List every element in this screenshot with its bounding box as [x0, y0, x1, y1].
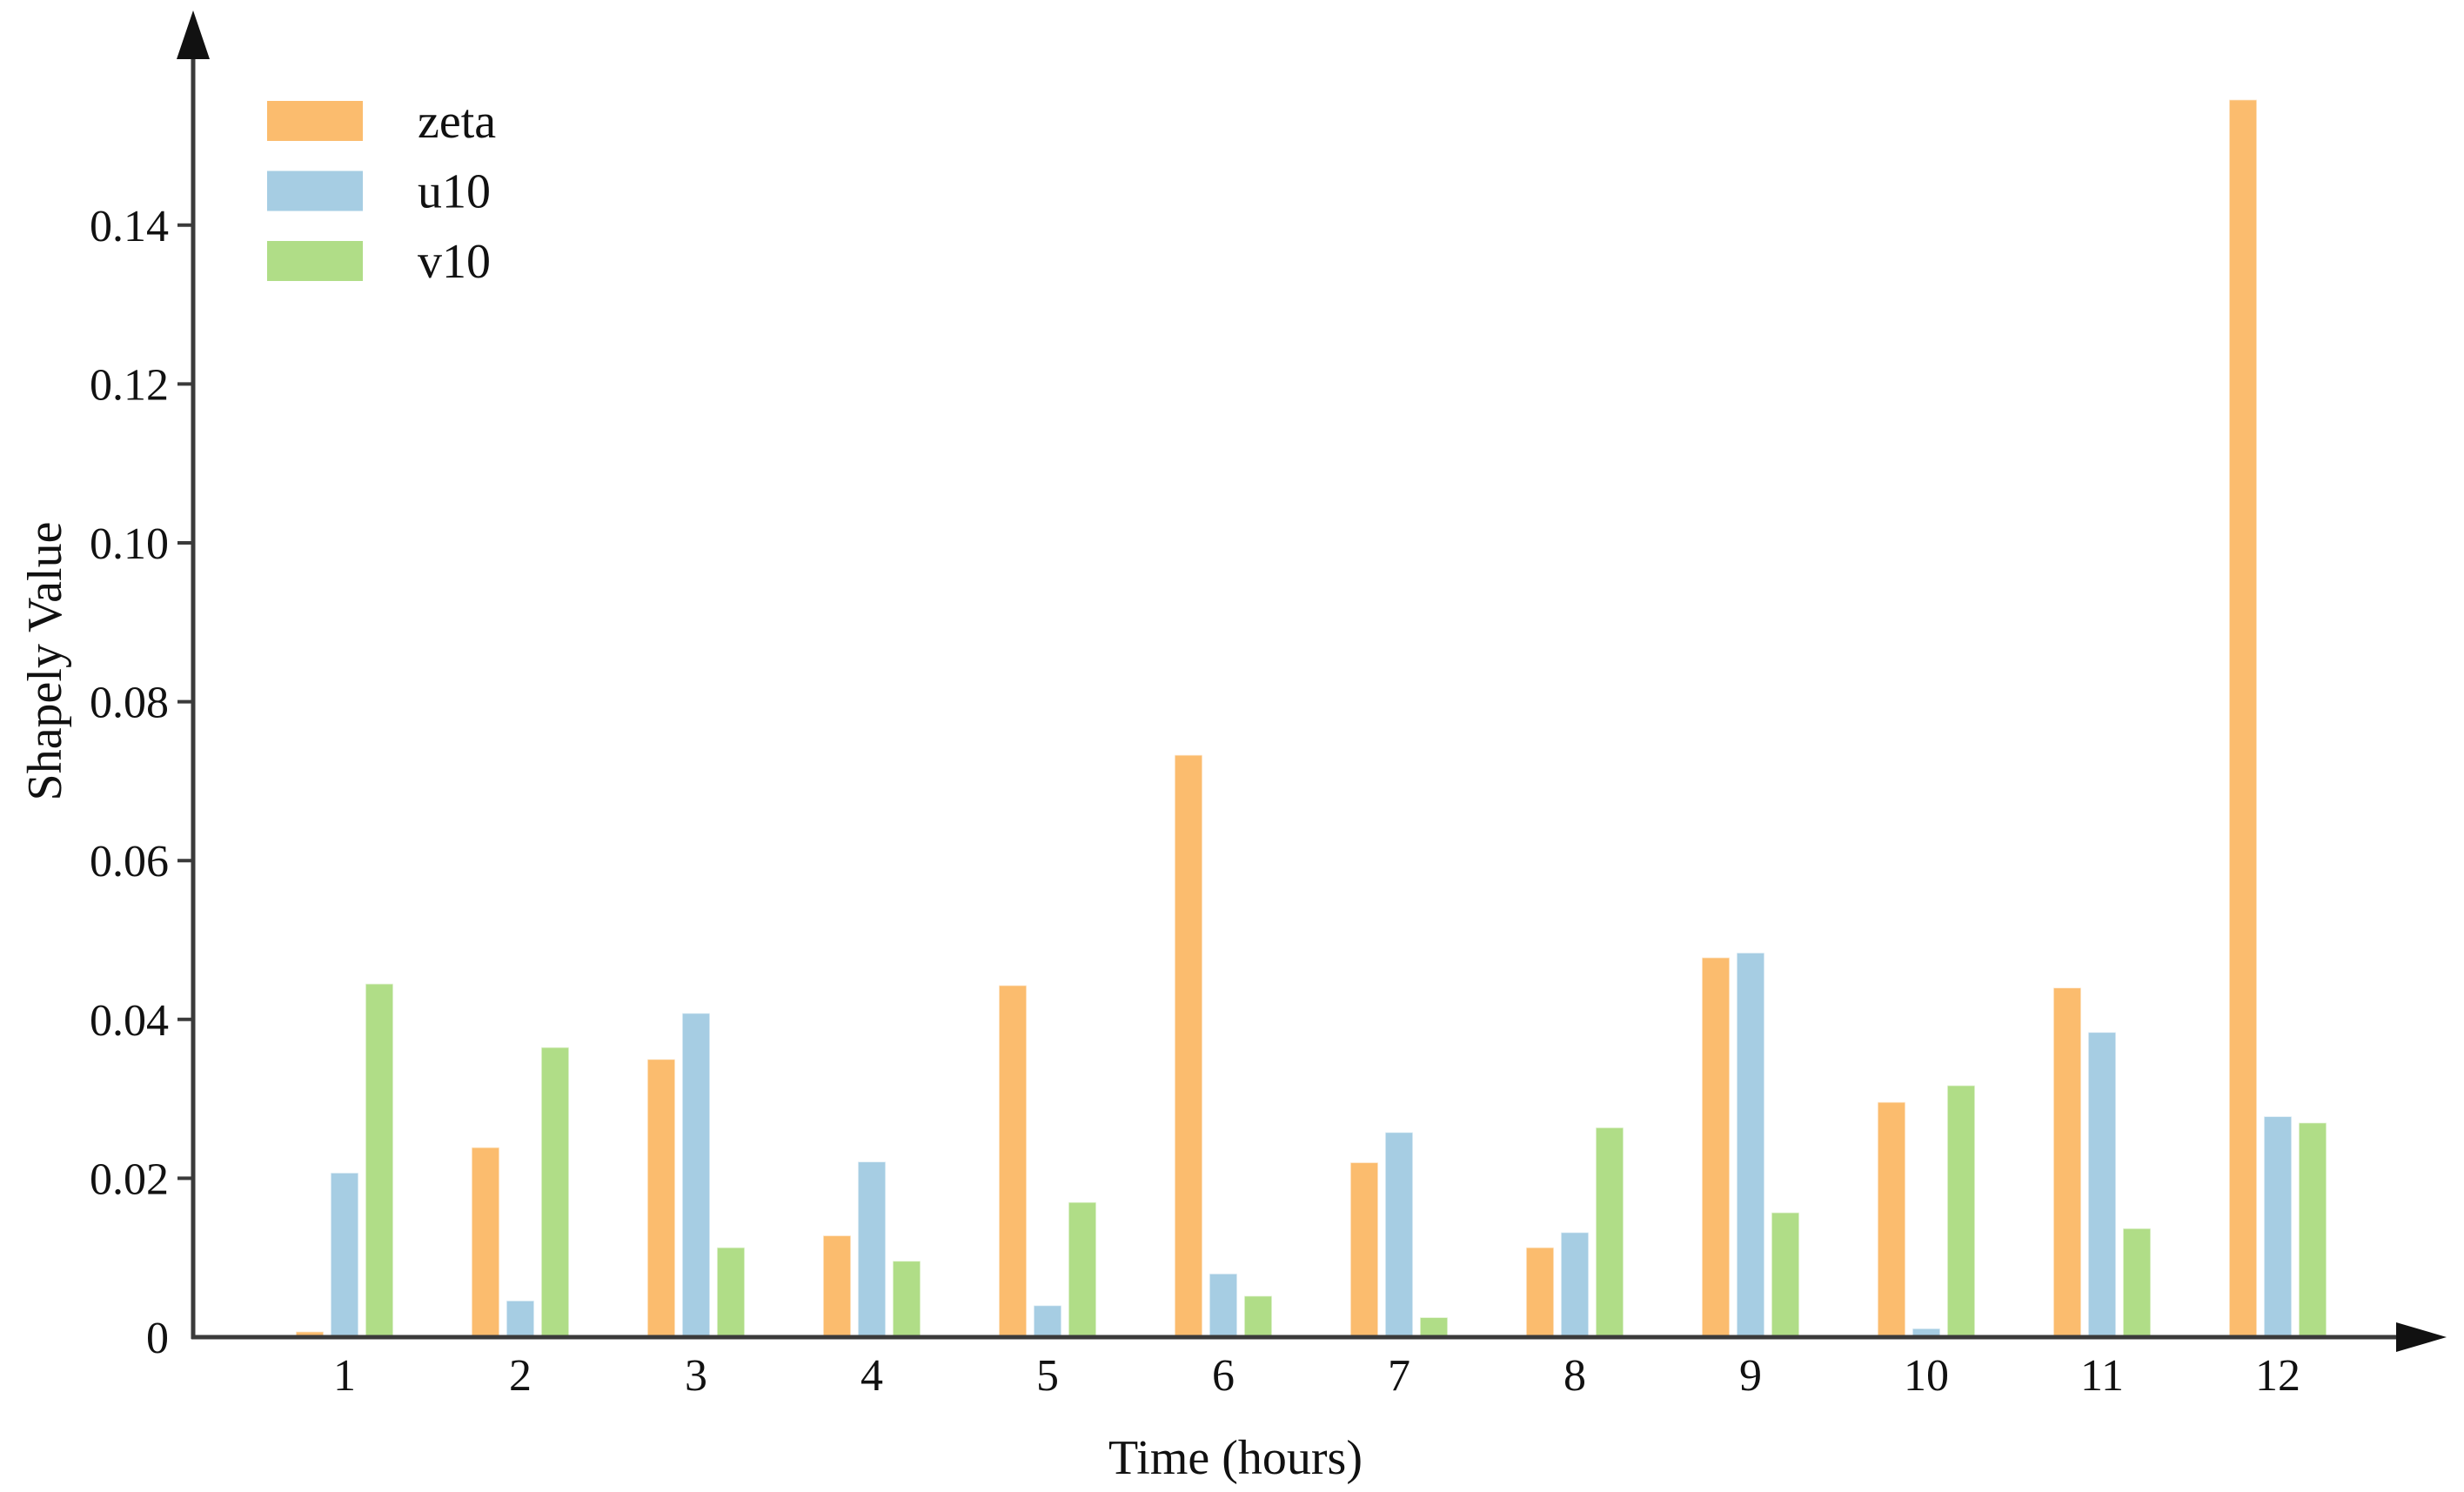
bar-zeta-hour-9: [1701, 956, 1731, 1338]
y-axis-title: Shapely Value: [18, 521, 72, 801]
x-tick-label-6: 6: [1212, 1351, 1235, 1401]
y-axis-arrowhead: [177, 10, 210, 59]
legend-label-v10: v10: [418, 235, 491, 289]
bar-zeta-hour-4: [822, 1234, 852, 1338]
bar-zeta-hour-12: [2228, 98, 2258, 1338]
bar-v10-hour-10: [1946, 1084, 1976, 1338]
y-tick-label-0.14: 0.14: [90, 202, 169, 251]
bar-v10-hour-1: [365, 982, 394, 1338]
bar-v10-hour-2: [540, 1047, 570, 1338]
bar-v10-hour-8: [1595, 1127, 1624, 1338]
y-tick-label-0: 0: [146, 1314, 169, 1363]
bar-u10-hour-3: [681, 1012, 711, 1338]
x-tick-label-8: 8: [1563, 1351, 1586, 1401]
bar-zeta-hour-8: [1525, 1247, 1555, 1338]
y-tick-label-0.02: 0.02: [90, 1154, 169, 1204]
y-tick-label-0.12: 0.12: [90, 360, 169, 410]
legend-label-u10: u10: [418, 165, 491, 219]
x-tick-label-11: 11: [2080, 1351, 2124, 1401]
bar-v10-hour-5: [1068, 1201, 1097, 1338]
x-axis-arrowhead: [2396, 1322, 2447, 1352]
x-tick-label-12: 12: [2255, 1351, 2300, 1401]
x-tick-label-5: 5: [1036, 1351, 1059, 1401]
bar-zeta-hour-10: [1877, 1101, 1906, 1338]
x-axis-title: Time (hours): [1108, 1431, 1363, 1485]
legend-swatch-zeta: [267, 101, 363, 141]
bar-zeta-hour-2: [471, 1147, 500, 1338]
bar-v10-hour-3: [716, 1247, 746, 1338]
bar-v10-hour-6: [1243, 1295, 1273, 1338]
legend-label-zeta: zeta: [418, 95, 496, 149]
bar-u10-hour-7: [1384, 1131, 1414, 1338]
x-tick-label-7: 7: [1388, 1351, 1410, 1401]
y-tick-label-0.10: 0.10: [90, 519, 169, 569]
bar-zeta-hour-3: [646, 1058, 676, 1338]
x-tick-label-2: 2: [509, 1351, 532, 1401]
bar-u10-hour-8: [1560, 1231, 1590, 1338]
bar-v10-hour-12: [2298, 1121, 2327, 1338]
bar-zeta-hour-7: [1349, 1161, 1379, 1338]
bar-zeta-hour-6: [1174, 754, 1203, 1338]
bar-u10-hour-1: [330, 1172, 359, 1338]
bar-v10-hour-7: [1419, 1316, 1449, 1338]
bar-v10-hour-11: [2122, 1228, 2152, 1338]
legend-swatch-v10: [267, 241, 363, 281]
x-tick-label-1: 1: [333, 1351, 356, 1401]
bar-u10-hour-11: [2087, 1031, 2117, 1338]
bar-zeta-hour-5: [998, 984, 1028, 1338]
bar-v10-hour-9: [1771, 1211, 1800, 1338]
x-tick-label-3: 3: [685, 1351, 707, 1401]
bar-u10-hour-9: [1736, 952, 1765, 1338]
bar-u10-hour-5: [1033, 1304, 1062, 1338]
bar-zeta-hour-11: [2052, 987, 2082, 1338]
bar-u10-hour-12: [2263, 1115, 2293, 1338]
x-tick-label-4: 4: [860, 1351, 883, 1401]
bar-v10-hour-4: [892, 1260, 921, 1338]
bar-u10-hour-6: [1209, 1273, 1238, 1338]
x-tick-label-10: 10: [1904, 1351, 1949, 1401]
y-tick-label-0.06: 0.06: [90, 837, 169, 887]
legend-swatch-u10: [267, 171, 363, 211]
bar-u10-hour-2: [506, 1300, 535, 1338]
y-tick-label-0.08: 0.08: [90, 679, 169, 728]
x-tick-label-9: 9: [1739, 1351, 1762, 1401]
bar-u10-hour-4: [857, 1161, 887, 1338]
y-tick-label-0.04: 0.04: [90, 996, 169, 1046]
